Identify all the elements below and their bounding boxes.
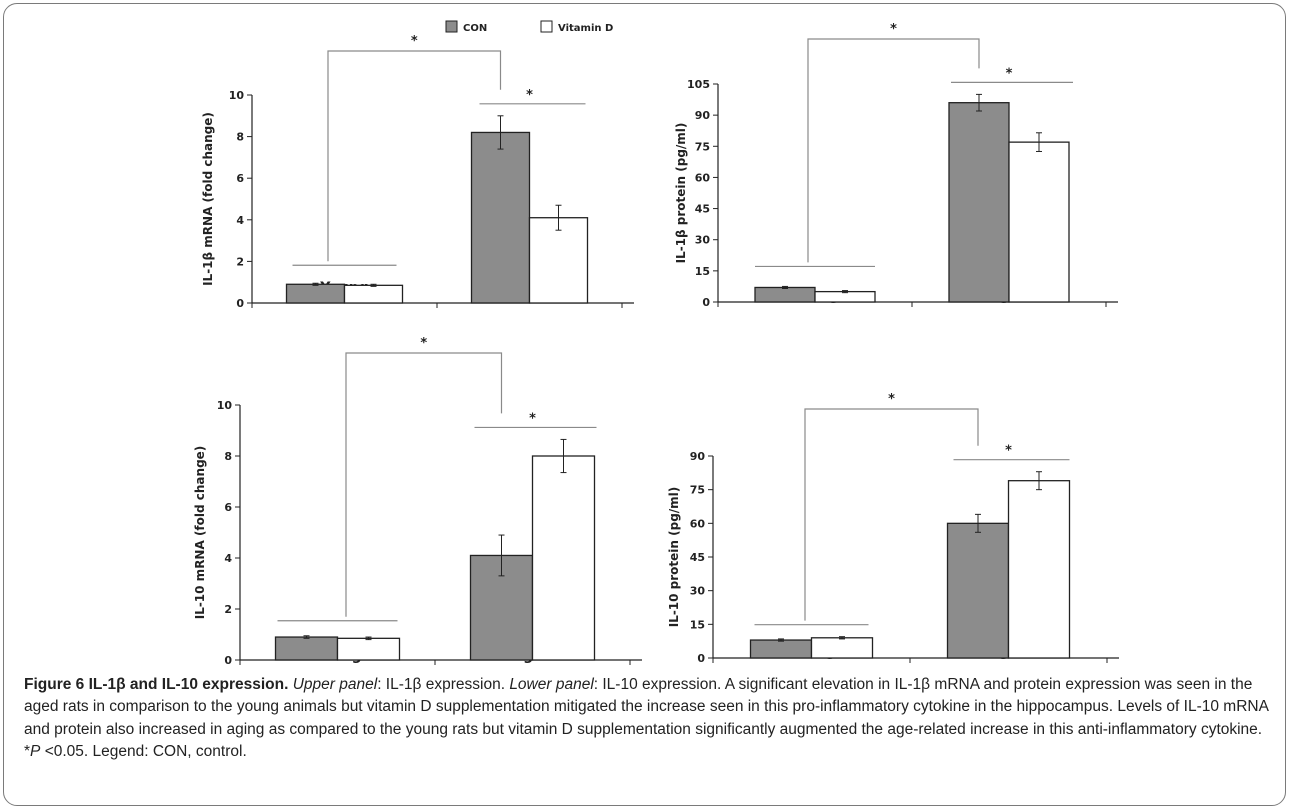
y-tick-label-5: 10 xyxy=(229,89,245,102)
caption-lower-label: Lower panel xyxy=(509,676,594,693)
legend: CON Vitamin D xyxy=(445,20,613,34)
y-axis-label: IL-10 protein (pg/ml) xyxy=(667,487,681,628)
age-significance-star: * xyxy=(420,336,427,351)
bar-aged-con xyxy=(946,522,1010,659)
legend-label-1: Vitamin D xyxy=(558,23,613,34)
y-tick-label-0: 0 xyxy=(236,297,244,310)
caption-lead: Figure 6 IL-1β and IL-10 expression. xyxy=(24,676,289,693)
bar-young-con xyxy=(274,636,339,661)
y-axis-label: IL-10 mRNA (fold change) xyxy=(193,446,207,620)
aged-significance-star: * xyxy=(526,88,533,103)
bar-aged-vitamin-d xyxy=(1008,141,1070,303)
age-significance-star: * xyxy=(411,34,418,49)
bar-young-con xyxy=(749,639,813,659)
y-tick-label-2: 4 xyxy=(224,552,232,565)
bar-aged-vitamin-d xyxy=(531,455,596,661)
y-tick-label-3: 6 xyxy=(224,501,232,514)
y-tick-label-5: 10 xyxy=(217,399,233,412)
y-tick-label-5: 75 xyxy=(690,484,705,497)
bar-aged-vitamin-d xyxy=(528,217,589,304)
bar-aged-con xyxy=(470,131,531,304)
y-tick-label-3: 6 xyxy=(236,172,244,185)
figure-caption: Figure 6 IL-1β and IL-10 expression. Upp… xyxy=(24,674,1274,763)
y-tick-label-7: 105 xyxy=(687,78,710,91)
y-tick-label-2: 4 xyxy=(236,214,244,227)
y-axis-label: IL-1β protein (pg/ml) xyxy=(674,123,688,264)
y-tick-label-3: 45 xyxy=(690,551,705,564)
age-comparison-bracket xyxy=(327,50,502,262)
y-tick-label-1: 15 xyxy=(695,265,710,278)
y-tick-label-4: 60 xyxy=(690,517,706,530)
y-tick-label-1: 2 xyxy=(224,603,232,616)
age-comparison-bracket xyxy=(345,352,503,617)
caption-lower-text: : IL-10 expression. A significant elevat… xyxy=(24,676,1269,760)
bar-young-vitamin-d xyxy=(343,284,404,304)
bar-aged-vitamin-d xyxy=(1007,480,1071,659)
caption-upper-label: Upper panel xyxy=(292,676,378,693)
y-tick-label-0: 0 xyxy=(702,296,710,309)
y-tick-label-0: 0 xyxy=(697,652,705,665)
caption-p-text: <0.05. Legend: CON, control. xyxy=(40,742,247,760)
y-tick-label-1: 15 xyxy=(690,618,705,631)
y-tick-label-6: 90 xyxy=(690,450,706,463)
caption-p-label: P xyxy=(30,742,41,760)
age-significance-star: * xyxy=(890,22,897,37)
bar-young-vitamin-d xyxy=(336,637,401,661)
y-tick-label-0: 0 xyxy=(224,654,232,667)
y-tick-label-2: 30 xyxy=(695,234,711,247)
legend-label-0: CON xyxy=(463,23,487,34)
aged-significance-star: * xyxy=(1006,66,1013,81)
y-axis-label: IL-1β mRNA (fold change) xyxy=(201,112,215,286)
figure-frame xyxy=(3,3,1286,806)
y-tick-label-3: 45 xyxy=(695,203,710,216)
bar-young-con xyxy=(285,283,346,304)
y-tick-label-1: 2 xyxy=(236,255,244,268)
caption-upper-text: : IL-1β expression. xyxy=(377,676,505,693)
y-tick-label-5: 75 xyxy=(695,140,710,153)
y-tick-label-6: 90 xyxy=(695,109,711,122)
age-comparison-bracket xyxy=(807,38,980,263)
y-tick-label-4: 8 xyxy=(236,131,244,144)
bar-aged-con xyxy=(948,102,1010,303)
legend-swatch-0 xyxy=(445,20,458,33)
y-tick-label-4: 8 xyxy=(224,450,232,463)
age-significance-star: * xyxy=(888,392,895,407)
y-tick-label-4: 60 xyxy=(695,171,711,184)
y-tick-label-2: 30 xyxy=(690,585,706,598)
aged-significance-star: * xyxy=(529,411,536,426)
bar-young-vitamin-d xyxy=(810,637,874,659)
age-comparison-bracket xyxy=(804,408,979,621)
legend-swatch-1 xyxy=(540,20,553,33)
figure-canvas: CON Vitamin D 0 2 4 6 8 10 IL-1β mRNA (fold cha… xyxy=(193,20,1119,667)
bar-young-vitamin-d xyxy=(814,290,876,303)
bar-young-con xyxy=(754,286,816,303)
aged-significance-star: * xyxy=(1005,444,1012,459)
